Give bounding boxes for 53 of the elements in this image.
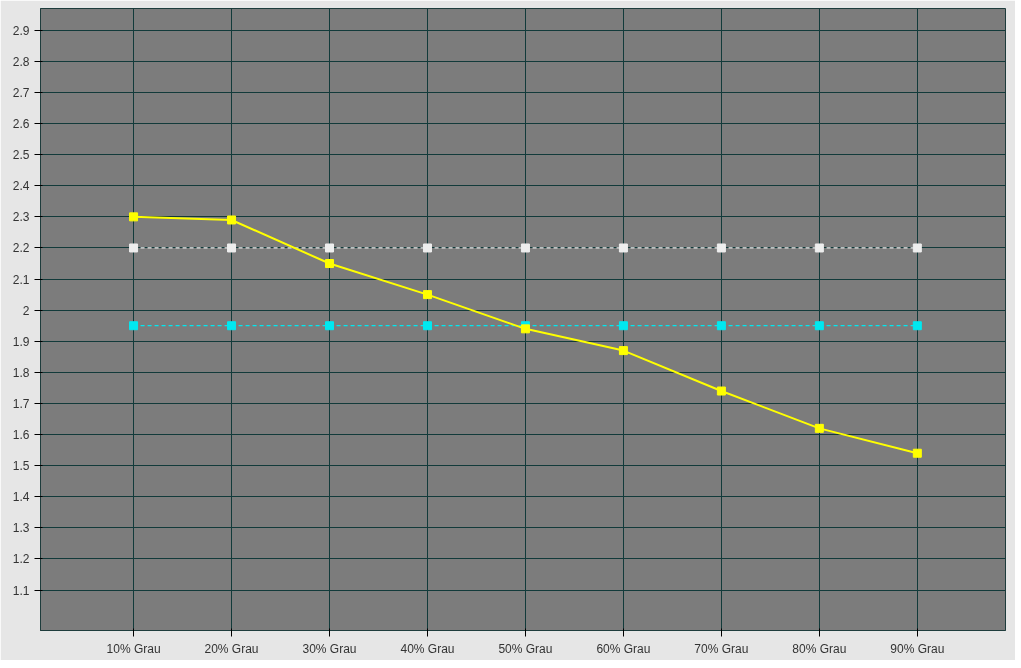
point [422,290,432,300]
point [325,321,335,331]
x-tick-label: 60% Grau [596,641,651,656]
y-tick-label: 1.6 [12,428,30,443]
y-tick-label: 2.5 [12,148,30,163]
y-tick-label: 1.9 [12,334,30,349]
x-tick-label: 70% Grau [694,641,749,656]
y-tick-label: 2.6 [12,117,30,132]
point [814,243,824,253]
y-tick-label: 1.1 [12,583,30,598]
x-tick-label: 90% Grau [890,641,945,656]
point [227,321,237,331]
point [422,321,432,331]
point [129,243,139,253]
x-tick-label: 80% Grau [792,641,847,656]
point [618,346,628,356]
point [227,243,237,253]
x-tick-label: 50% Grau [498,641,553,656]
x-tick-label: 30% Grau [302,641,357,656]
y-tick-label: 2 [22,303,30,318]
point [422,243,432,253]
y-tick-label: 1.5 [12,459,30,474]
y-tick-label: 2.4 [12,179,30,194]
point [325,243,335,253]
point [129,321,139,331]
y-tick-label: 2.2 [12,241,30,256]
x-tick-label: 10% Grau [106,641,161,656]
point [129,212,139,222]
y-tick-label: 1.7 [12,396,30,411]
y-tick-label: 1.2 [12,552,30,567]
point [912,448,922,458]
x-tick-label: 40% Grau [400,641,455,656]
y-tick-label: 2.3 [12,210,30,225]
point [912,243,922,253]
y-tick-label: 2.9 [12,23,30,38]
point [814,321,824,331]
y-tick-label: 2.8 [12,54,30,69]
y-tick-label: 1.4 [12,490,30,505]
y-tick-label: 2.1 [12,272,30,287]
point [520,243,530,253]
y-tick-label: 2.7 [12,85,30,100]
point [912,321,922,331]
y-tick-label: 1.8 [12,365,30,380]
point [325,259,335,269]
point [716,386,726,396]
y-tick-label: 1.3 [12,521,30,536]
point [618,321,628,331]
point [814,423,824,433]
point [716,243,726,253]
x-tick-label: 20% Grau [204,641,259,656]
point [618,243,628,253]
point [227,215,237,225]
point [716,321,726,331]
